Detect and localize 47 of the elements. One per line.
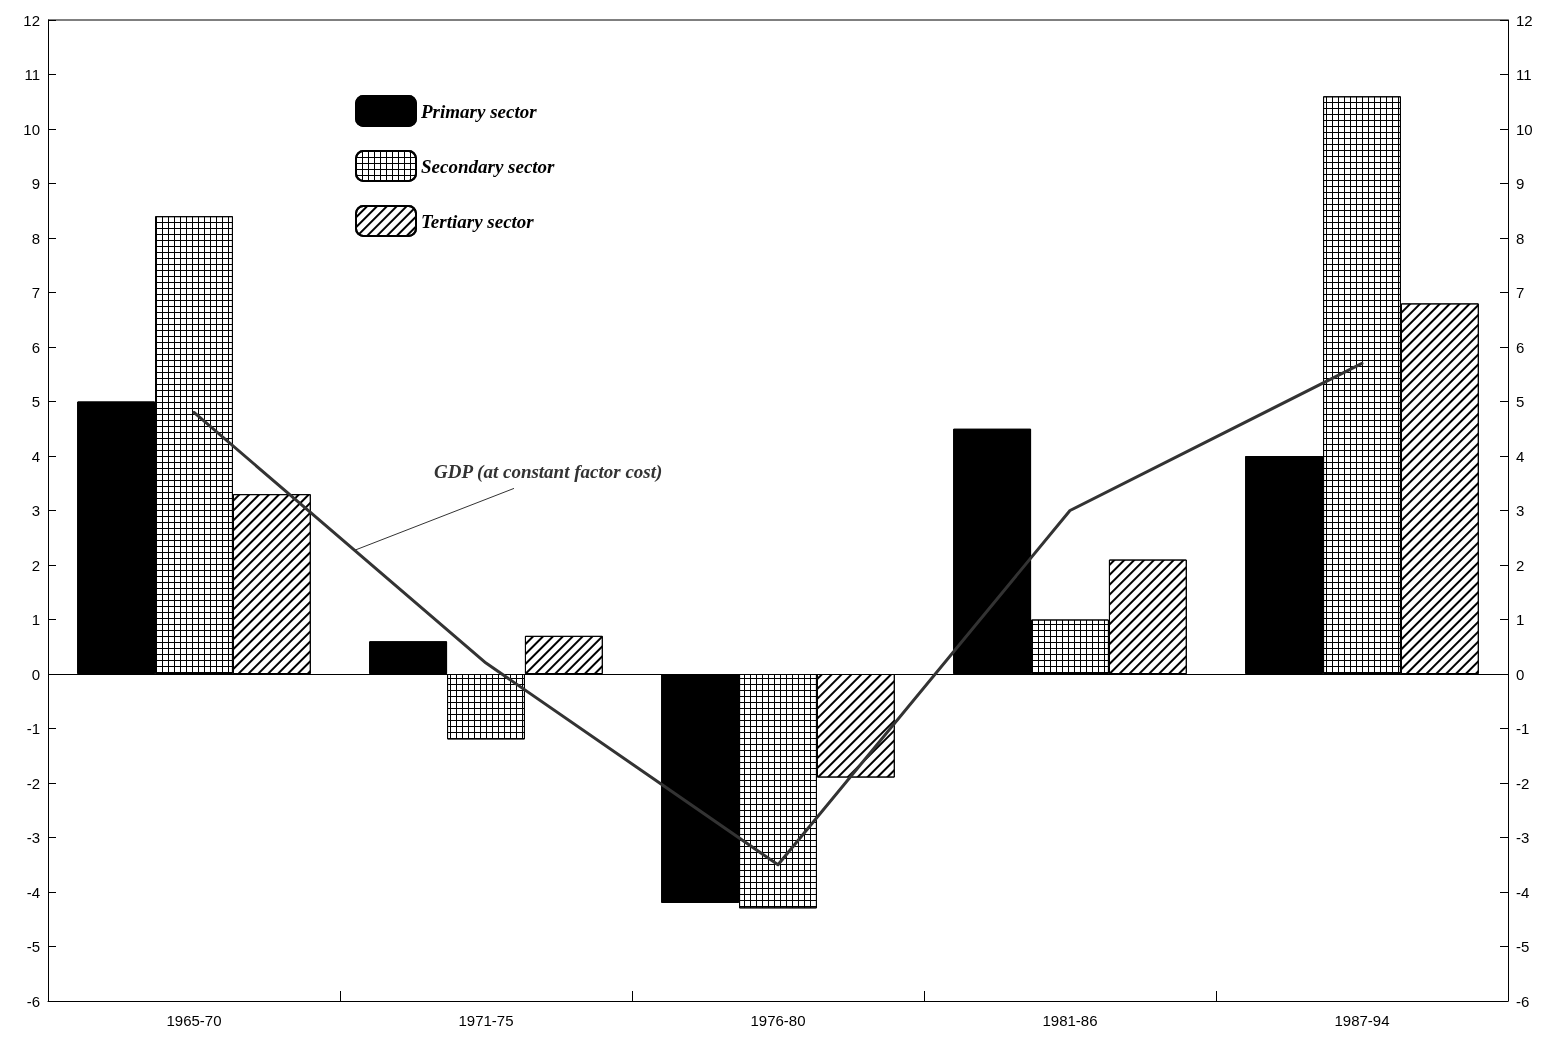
legend-label: Secondary sector — [421, 155, 556, 177]
y-tick-label: 10 — [23, 120, 40, 138]
y2-tick-label: -1 — [1516, 720, 1530, 737]
y-tick-label: 3 — [31, 502, 40, 519]
y2-tick-label: 8 — [1516, 229, 1525, 247]
legend-label: Primary sector — [420, 100, 538, 122]
y-tick-label: 5 — [31, 393, 40, 410]
y-tick-label: 9 — [31, 175, 40, 192]
y2-tick-label: 10 — [1516, 120, 1533, 138]
y-tick-label: 1 — [31, 611, 40, 628]
y-tick-label: 8 — [31, 229, 40, 247]
y-tick-label: -1 — [26, 720, 40, 737]
y-tick-label: 0 — [31, 665, 40, 683]
x-tick-label: 1981-86 — [1042, 1012, 1098, 1029]
y-tick-label: -5 — [26, 938, 40, 955]
y-tick-label: -2 — [26, 774, 40, 792]
y-tick-label: 2 — [31, 556, 40, 574]
y2-tick-label: 5 — [1516, 393, 1525, 410]
y2-tick-label: 0 — [1516, 665, 1525, 683]
y-tick-label: -6 — [26, 992, 40, 1010]
y-tick-label: 7 — [31, 284, 40, 301]
y2-tick-label: 6 — [1516, 338, 1525, 356]
y2-tick-label: 2 — [1516, 556, 1525, 574]
y-tick-label: 4 — [31, 447, 40, 465]
y2-tick-label: -6 — [1516, 992, 1530, 1010]
x-tick-label: 1971-75 — [458, 1012, 514, 1029]
x-tick-label: 1987-94 — [1334, 1012, 1390, 1029]
y2-tick-label: 12 — [1516, 11, 1533, 29]
y2-tick-label: 7 — [1516, 284, 1525, 301]
y2-tick-label: 4 — [1516, 447, 1525, 465]
y2-tick-label: -4 — [1516, 883, 1530, 901]
y2-tick-label: -3 — [1516, 829, 1530, 846]
y2-tick-label: 3 — [1516, 502, 1525, 519]
y2-tick-label: 1 — [1516, 611, 1525, 628]
y-tick-label: -3 — [26, 829, 40, 846]
y-tick-label: 6 — [31, 338, 40, 356]
legend-label: Tertiary sector — [421, 210, 535, 232]
y2-tick-label: 11 — [1516, 66, 1532, 83]
y-tick-label: 12 — [23, 11, 40, 29]
y2-tick-label: -2 — [1516, 774, 1530, 792]
y2-tick-label: -5 — [1516, 938, 1530, 955]
y2-tick-label: 9 — [1516, 175, 1525, 192]
y-tick-label: 11 — [24, 66, 40, 83]
text: GDP (at constant factor cost) — [434, 461, 663, 484]
x-tick-label: 1965-70 — [166, 1012, 222, 1029]
y-tick-label: -4 — [26, 883, 40, 901]
x-tick-label: 1976-80 — [750, 1012, 806, 1029]
